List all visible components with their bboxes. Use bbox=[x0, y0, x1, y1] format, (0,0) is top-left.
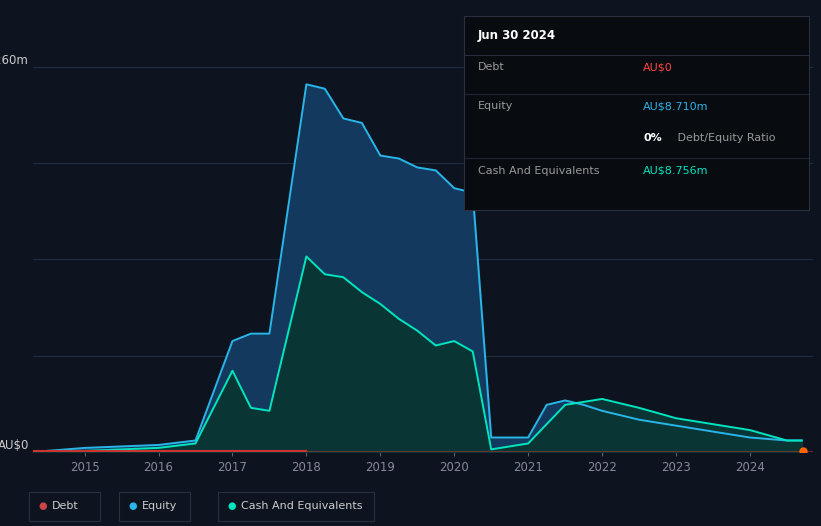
Text: AU$0: AU$0 bbox=[643, 63, 673, 73]
Text: ●: ● bbox=[227, 501, 236, 511]
Text: Equity: Equity bbox=[478, 102, 513, 112]
Text: ●: ● bbox=[39, 501, 47, 511]
Text: AU$8.710m: AU$8.710m bbox=[643, 102, 709, 112]
Text: AU$8.756m: AU$8.756m bbox=[643, 166, 709, 176]
Text: Debt: Debt bbox=[52, 501, 79, 511]
Text: Debt: Debt bbox=[478, 63, 504, 73]
Text: AU$0: AU$0 bbox=[0, 439, 29, 452]
Text: AU$260m: AU$260m bbox=[0, 54, 29, 66]
Text: ●: ● bbox=[129, 501, 137, 511]
Text: 0%: 0% bbox=[643, 133, 662, 143]
Text: Cash And Equivalents: Cash And Equivalents bbox=[478, 166, 599, 176]
Text: Jun 30 2024: Jun 30 2024 bbox=[478, 29, 556, 43]
Text: Cash And Equivalents: Cash And Equivalents bbox=[241, 501, 362, 511]
Text: Debt/Equity Ratio: Debt/Equity Ratio bbox=[674, 133, 776, 143]
Text: Equity: Equity bbox=[142, 501, 177, 511]
